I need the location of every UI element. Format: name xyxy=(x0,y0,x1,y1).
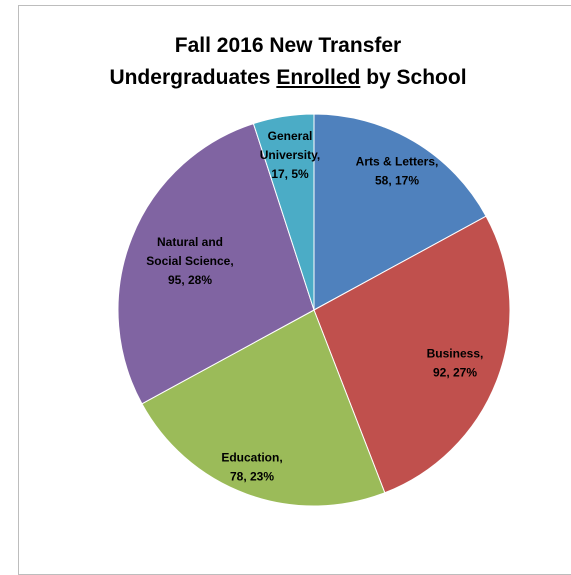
data-label: 17, 5% xyxy=(271,167,309,181)
chart-title: Fall 2016 New Transfer Undergraduates En… xyxy=(18,30,558,94)
pie-slice xyxy=(141,309,386,507)
data-label: University, xyxy=(260,148,320,162)
data-label: Social Science, xyxy=(146,254,233,268)
data-label: 58, 17% xyxy=(375,174,419,188)
data-label: Business, xyxy=(427,347,484,361)
data-label: Arts & Letters, xyxy=(356,155,439,169)
pie-slice xyxy=(252,113,315,311)
data-label: 95, 28% xyxy=(168,273,212,287)
title-line: Undergraduates Enrolled by School xyxy=(18,62,558,94)
title-line: Fall 2016 New Transfer xyxy=(174,34,402,57)
title-part: Undergraduates xyxy=(109,66,271,89)
data-label: 78, 23% xyxy=(230,470,274,484)
data-label: Education, xyxy=(221,451,282,465)
title-part: by School xyxy=(366,66,467,89)
data-label: General xyxy=(268,129,313,143)
pie-slice xyxy=(117,122,315,405)
pie-slice xyxy=(313,215,511,494)
data-label: Natural and xyxy=(157,235,223,249)
title-part: Enrolled xyxy=(276,66,361,89)
data-label: 92, 27% xyxy=(433,366,477,380)
pie-slice xyxy=(313,113,487,311)
